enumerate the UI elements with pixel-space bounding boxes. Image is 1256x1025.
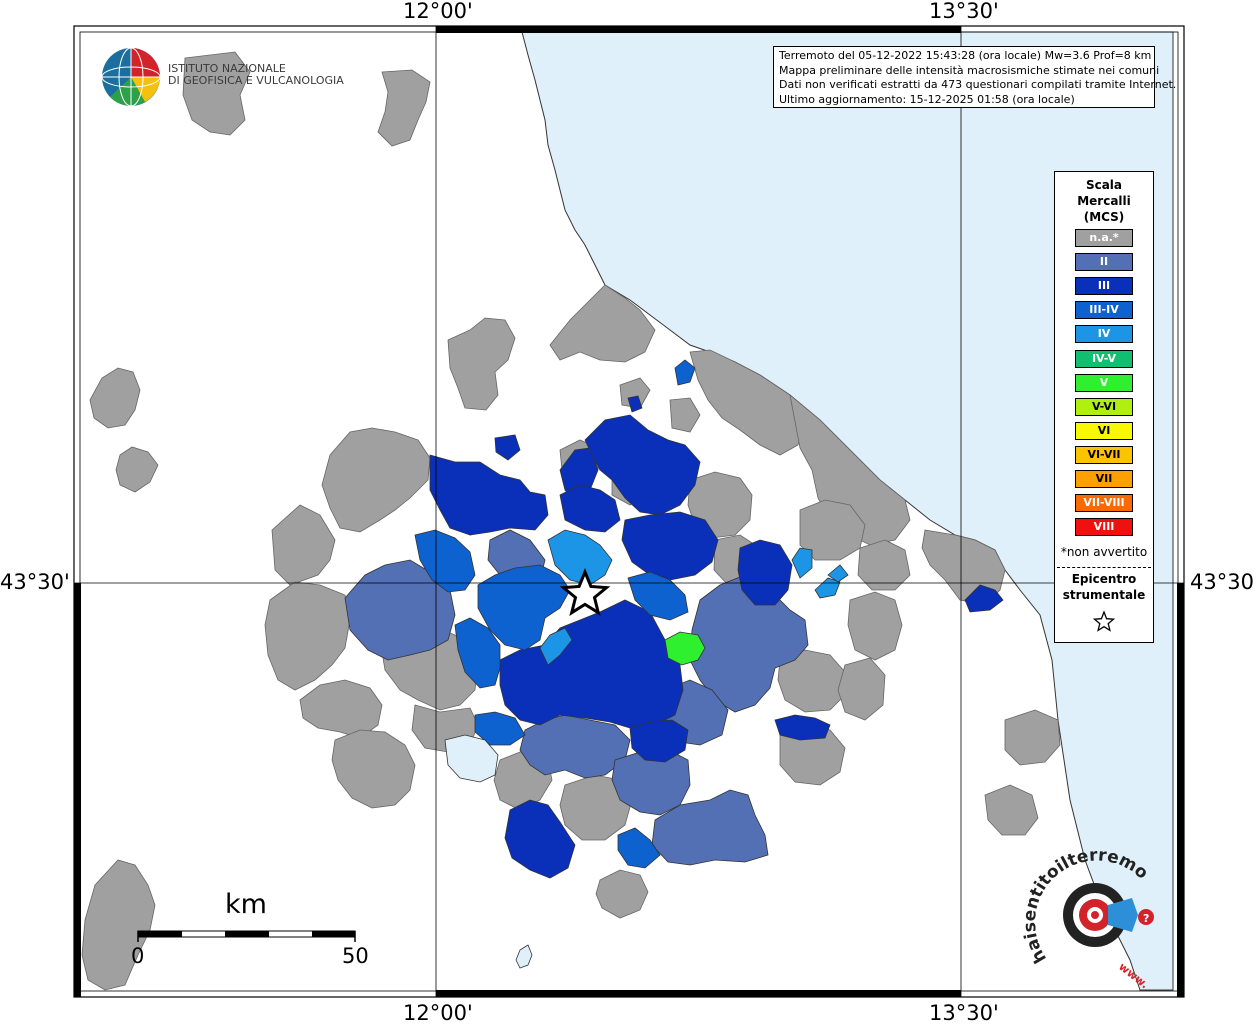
legend-item: n.a.* — [1075, 229, 1133, 247]
coord-right: 43°30' — [1190, 570, 1256, 594]
institute-name: ISTITUTO NAZIONALE DI GEOFISICA E VULCAN… — [168, 63, 344, 87]
info-line3: Dati non verificati estratti da 473 ques… — [779, 78, 1177, 91]
legend-star-icon — [1092, 610, 1116, 632]
legend-title-line3: (MCS) — [1083, 210, 1125, 224]
scale-end: 50 — [342, 944, 369, 968]
scale-start: 0 — [131, 944, 145, 968]
info-line4: Ultimo aggiornamento: 15-12-2025 01:58 (… — [779, 92, 1075, 106]
legend-item: VIII — [1075, 518, 1133, 537]
legend-item: VII-VIII — [1075, 494, 1133, 513]
legend-item: IV — [1075, 325, 1133, 344]
lake-shape — [515, 944, 533, 969]
legend-item: IV-V — [1075, 349, 1133, 368]
legend-item: V — [1075, 373, 1133, 392]
region-intensity-III-IV — [414, 359, 696, 869]
coord-bottom-left: 12°00' — [403, 1001, 473, 1025]
legend-epicenter-line2: strumentale — [1062, 588, 1146, 602]
legend: Scala Mercalli (MCS) n.a.* II III III-IV IV I… — [1054, 171, 1154, 643]
info-box: Terremoto del 05-12-2022 15:43:28 (ora l… — [773, 46, 1177, 108]
institute-line1: ISTITUTO NAZIONALE — [168, 62, 286, 75]
epicenter-star-icon — [559, 568, 611, 616]
info-line2: Mappa preliminare delle intensità macros… — [779, 63, 1160, 77]
region-intensity-V — [664, 631, 706, 666]
legend-item: III-IV — [1075, 301, 1133, 320]
coord-bottom-right: 13°30' — [929, 1001, 999, 1025]
legend-item: VII — [1075, 470, 1133, 488]
region-intensity-IV — [539, 529, 849, 666]
scale-bar — [137, 930, 356, 942]
region-intensity-II — [344, 529, 809, 866]
region-intensity-III — [429, 395, 1004, 879]
legend-item: III — [1075, 277, 1133, 296]
legend-epicenter-label: Epicentro strumentale — [1055, 571, 1153, 603]
legend-title: Scala Mercalli (MCS) — [1055, 177, 1153, 225]
legend-divider — [1057, 567, 1151, 568]
institute-line2: DI GEOFISICA E VULCANOLOGIA — [168, 74, 344, 87]
legend-item: VI-VII — [1075, 445, 1133, 464]
coord-top-left: 12°00' — [403, 0, 473, 23]
coord-top-right: 13°30' — [929, 0, 999, 23]
map-frame — [73, 25, 1185, 998]
legend-note: *non avvertito — [1060, 545, 1148, 559]
scale-unit: km — [225, 889, 267, 920]
legend-title-line1: Scala — [1085, 178, 1123, 192]
coord-left: 43°30' — [0, 570, 70, 594]
legend-item: V-VI — [1075, 397, 1133, 416]
legend-epicenter-line1: Epicentro — [1071, 572, 1137, 586]
legend-item: VI — [1075, 421, 1133, 440]
info-line1: Terremoto del 05-12-2022 15:43:28 (ora l… — [779, 49, 1152, 62]
legend-item: II — [1075, 253, 1133, 272]
region-light — [444, 734, 499, 783]
legend-title-line2: Mercalli — [1077, 194, 1131, 208]
ingv-logo-icon — [101, 47, 161, 107]
svg-text:?: ? — [1143, 912, 1149, 925]
